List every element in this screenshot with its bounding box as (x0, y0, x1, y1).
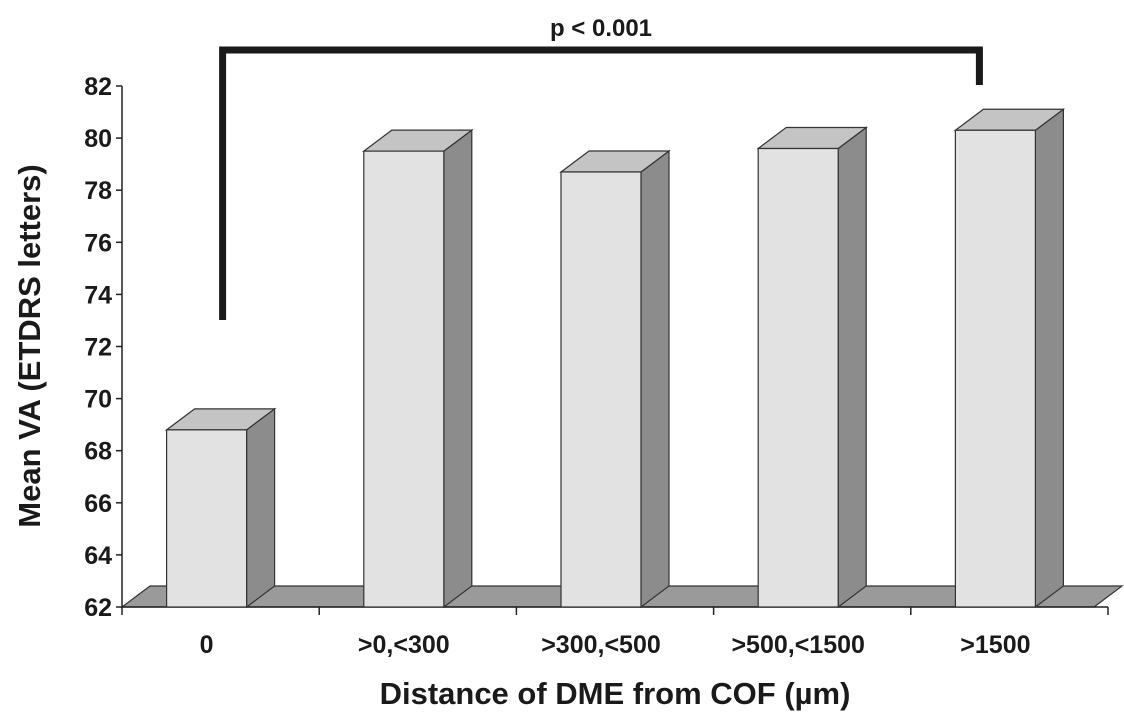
axes-layer: 62 64 66 68 70 72 74 76 78 80 82 0 >0,<300 >300,<500 >… (84, 73, 1109, 659)
bar-front-face (954, 129, 1037, 608)
y-axis-title: Mean VA (ETDRS letters) (12, 164, 47, 527)
bar (953, 108, 1066, 609)
bar-side-face (443, 128, 473, 609)
x-tick-label: >1500 (960, 631, 1030, 659)
bar-front-face (166, 429, 248, 608)
significance-label: p < 0.001 (550, 15, 652, 42)
y-tick-label: 82 (84, 73, 112, 101)
y-tick-label: 66 (84, 490, 112, 518)
bar-front-face (363, 150, 445, 608)
bar (559, 149, 671, 609)
y-tick-label: 62 (84, 594, 112, 622)
bar (164, 407, 277, 609)
bar-side-face (640, 149, 670, 609)
bar-side-face (246, 407, 276, 609)
annotation-layer: p < 0.001 (219, 15, 983, 320)
bars-layer (164, 108, 1066, 609)
bar-front-face (560, 171, 642, 608)
x-tick-label: 0 (200, 631, 214, 659)
y-tick-label: 64 (84, 542, 112, 570)
y-tick-label: 70 (84, 386, 112, 414)
bar (361, 128, 474, 609)
x-tick-label: >500,<1500 (731, 631, 864, 659)
bar-front-face (757, 147, 839, 608)
y-tick-label: 78 (84, 177, 112, 205)
x-tick-label: >300,<500 (541, 631, 661, 659)
y-tick-label: 74 (84, 281, 112, 309)
y-tick-label: 80 (84, 125, 112, 153)
x-axis-title: Distance of DME from COF (µm) (380, 676, 851, 711)
y-tick-label: 76 (84, 229, 112, 257)
bar-side-face (1034, 108, 1065, 609)
significance-bracket (219, 46, 983, 320)
bar (756, 126, 869, 609)
bar-side-face (837, 126, 867, 609)
y-tick-label: 72 (84, 334, 112, 362)
y-tick-label: 68 (84, 438, 112, 466)
x-tick-label: >0,<300 (358, 631, 450, 659)
